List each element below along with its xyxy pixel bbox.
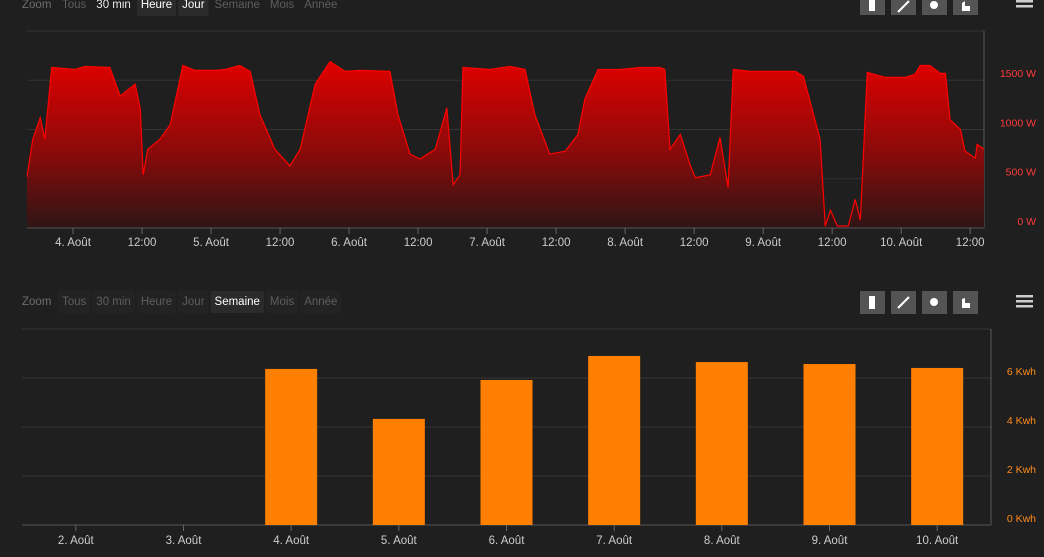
x-tick-label: 12:00: [266, 237, 295, 249]
range-button[interactable]: 30 min: [92, 0, 135, 16]
range-button[interactable]: Heure: [136, 0, 177, 16]
range-button[interactable]: Heure: [136, 291, 177, 313]
line: [26, 60, 985, 227]
button-bg: [178, 291, 209, 313]
y-tick-label: 500 W: [1006, 167, 1036, 179]
tool-button[interactable]: [953, 291, 978, 314]
y-tick-label: 4 Kwh: [1007, 415, 1036, 427]
button-label: 30 min: [96, 0, 131, 11]
x-tick-label: 8. Août: [704, 535, 741, 547]
x-tick-label: 9. Août: [745, 237, 782, 249]
x-tick-label: 2. Août: [58, 535, 95, 547]
menu-line: [1016, 305, 1033, 308]
button-label: Année: [304, 296, 337, 308]
y-tick-label: 0 Kwh: [1007, 513, 1036, 525]
menu-button[interactable]: [1016, 295, 1033, 308]
bar: [372, 418, 425, 525]
button-label: Heure: [141, 296, 172, 308]
bar: [265, 368, 318, 525]
x-tick-label: 6. Août: [331, 237, 368, 249]
range-button[interactable]: Tous: [58, 291, 91, 313]
x-tick-label: 5. Août: [381, 535, 418, 547]
y-tick-label: 2 Kwh: [1007, 464, 1036, 476]
icon: [869, 296, 875, 309]
x-tick-label: 10. Août: [916, 535, 959, 547]
x-tick-label: 12:00: [542, 237, 571, 249]
button-bg: [92, 291, 135, 313]
range-button[interactable]: Semaine: [211, 0, 264, 16]
x-tick-label: 7. Août: [469, 237, 506, 249]
range-button[interactable]: 30 min: [92, 291, 135, 313]
x-tick-label: 12:00: [404, 237, 433, 249]
x-tick-label: 3. Août: [166, 535, 203, 547]
range-button[interactable]: Semaine: [210, 291, 264, 313]
x-tick-label: 12:00: [128, 237, 157, 249]
button-bg: [210, 291, 264, 313]
x-tick-label: 5. Août: [193, 237, 230, 249]
zoom-label: Zoom: [22, 296, 51, 308]
tool-icons: [860, 0, 1033, 15]
button-bg: [136, 0, 177, 16]
button-bg: [178, 0, 209, 16]
x-tick-label: 7. Août: [596, 535, 633, 547]
range-button[interactable]: Jour: [178, 0, 209, 16]
button-label: 30 min: [96, 296, 131, 308]
button-label: Semaine: [215, 0, 260, 11]
button-bg: [300, 291, 342, 313]
x-tick-label: 10. Août: [880, 237, 923, 249]
bar: [695, 362, 748, 525]
button-label: Heure: [141, 0, 172, 11]
x-tick-label: 12:00: [956, 237, 985, 249]
x-tick-label: 12:00: [680, 237, 709, 249]
icon: [962, 298, 970, 308]
bar: [803, 364, 856, 525]
button-label: Tous: [62, 296, 87, 308]
menu-button[interactable]: [1016, 0, 1033, 8]
icon: [897, 296, 910, 309]
button-label: Tous: [62, 0, 87, 11]
y-tick-label: 6 Kwh: [1007, 366, 1036, 378]
y-tick-label: 1500 W: [1000, 68, 1036, 80]
button-label: Jour: [182, 0, 205, 11]
tool-icons: [860, 291, 1033, 314]
x-tick-label: 6. Août: [489, 535, 526, 547]
icon: [962, 1, 970, 11]
x-tick-label: 9. Août: [812, 535, 849, 547]
button-label: Année: [304, 0, 337, 11]
range-button[interactable]: Année: [300, 0, 341, 16]
y-tick-label: 1000 W: [1000, 117, 1036, 129]
icon: [897, 0, 910, 13]
icon: [869, 0, 875, 11]
menu-line: [1016, 5, 1033, 8]
area: [27, 61, 984, 228]
range-button[interactable]: Mois: [265, 291, 299, 313]
button-label: Jour: [182, 296, 205, 308]
button-label: Mois: [270, 296, 295, 308]
menu-line: [1016, 295, 1033, 298]
x-tick-label: 8. Août: [607, 237, 644, 249]
button-bg: [265, 291, 299, 313]
x-tick-label: 4. Août: [55, 237, 92, 249]
bar: [911, 367, 964, 525]
icon: [930, 1, 938, 9]
zoom-label: Zoom: [22, 0, 51, 11]
menu-line: [1016, 0, 1033, 3]
y-tick-label: 0 W: [1017, 216, 1036, 228]
x-tick-label: 4. Août: [273, 535, 310, 547]
range-button[interactable]: Mois: [266, 0, 298, 16]
button-label: Mois: [270, 0, 295, 11]
range-button[interactable]: Jour: [178, 291, 209, 313]
x-tick-label: 12:00: [818, 237, 847, 249]
menu-line: [1016, 300, 1033, 303]
bar: [480, 379, 533, 525]
range-button[interactable]: Année: [300, 291, 342, 313]
button-bg: [58, 291, 91, 313]
icon: [930, 298, 938, 306]
button-bg: [136, 291, 177, 313]
bar: [588, 355, 641, 525]
button-label: Semaine: [215, 296, 260, 308]
range-button[interactable]: Tous: [58, 0, 90, 16]
